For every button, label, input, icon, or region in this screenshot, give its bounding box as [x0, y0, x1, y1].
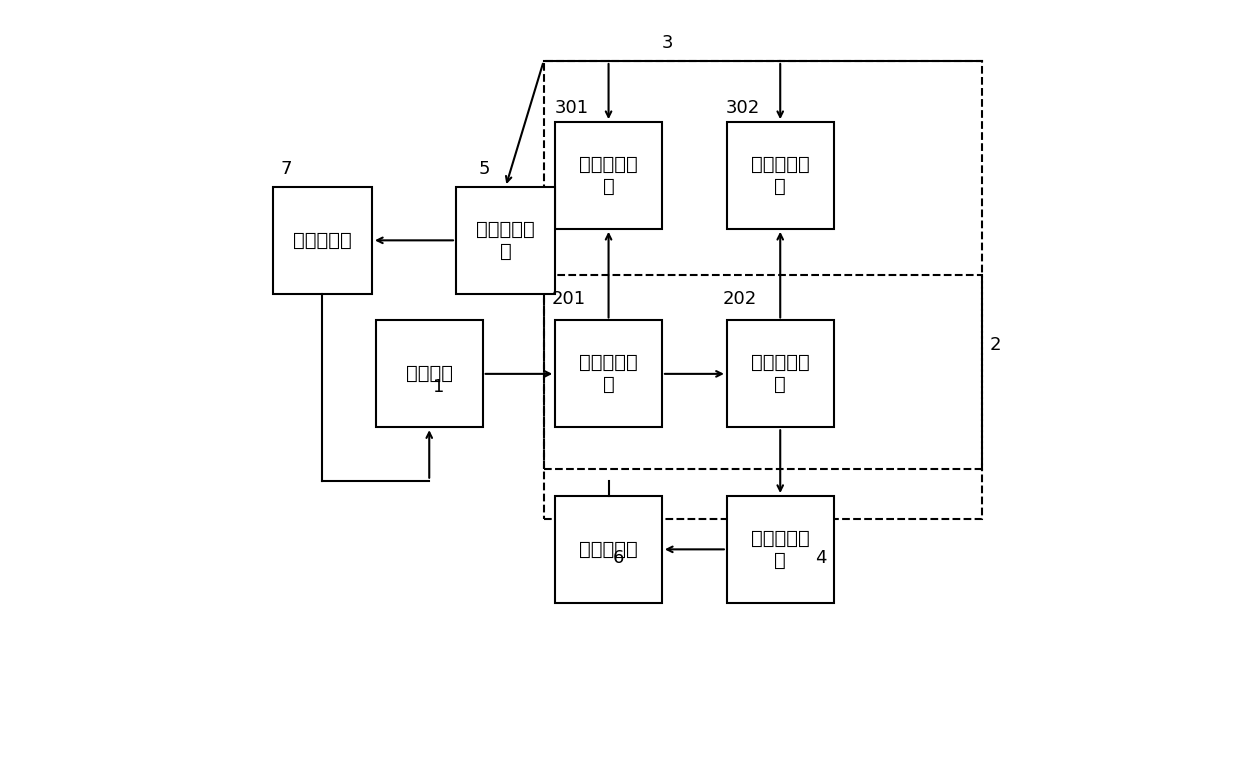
Text: 第二发酵车
间: 第二发酵车 间: [751, 353, 810, 394]
Text: 第一除臭系
统: 第一除臭系 统: [751, 529, 810, 570]
FancyBboxPatch shape: [727, 496, 833, 603]
FancyBboxPatch shape: [273, 187, 372, 294]
Text: 第一除臭系
统: 第一除臭系 统: [476, 220, 534, 261]
Text: 5: 5: [479, 160, 490, 179]
Text: 4: 4: [815, 549, 826, 568]
FancyBboxPatch shape: [456, 187, 556, 294]
FancyBboxPatch shape: [376, 320, 482, 427]
Text: 6: 6: [613, 549, 624, 568]
Text: 第一抽风机: 第一抽风机: [579, 540, 637, 559]
Text: 翻抛机收集
罩: 翻抛机收集 罩: [751, 155, 810, 196]
Text: 3: 3: [662, 34, 673, 53]
Text: 302: 302: [725, 99, 760, 118]
Text: 201: 201: [552, 290, 585, 308]
Text: 1: 1: [433, 378, 444, 396]
Text: 翻抛机收集
罩: 翻抛机收集 罩: [579, 155, 637, 196]
Text: 2: 2: [990, 336, 1002, 354]
FancyBboxPatch shape: [727, 320, 833, 427]
Text: 第二抽风机: 第二抽风机: [293, 231, 352, 250]
Text: 301: 301: [556, 99, 589, 118]
FancyBboxPatch shape: [556, 320, 662, 427]
Text: 第一发酵车
间: 第一发酵车 间: [579, 353, 637, 394]
Text: 202: 202: [723, 290, 758, 308]
Text: 7: 7: [280, 160, 291, 179]
FancyBboxPatch shape: [727, 122, 833, 229]
FancyBboxPatch shape: [556, 122, 662, 229]
Text: 综合车间: 综合车间: [405, 365, 453, 383]
FancyBboxPatch shape: [556, 496, 662, 603]
